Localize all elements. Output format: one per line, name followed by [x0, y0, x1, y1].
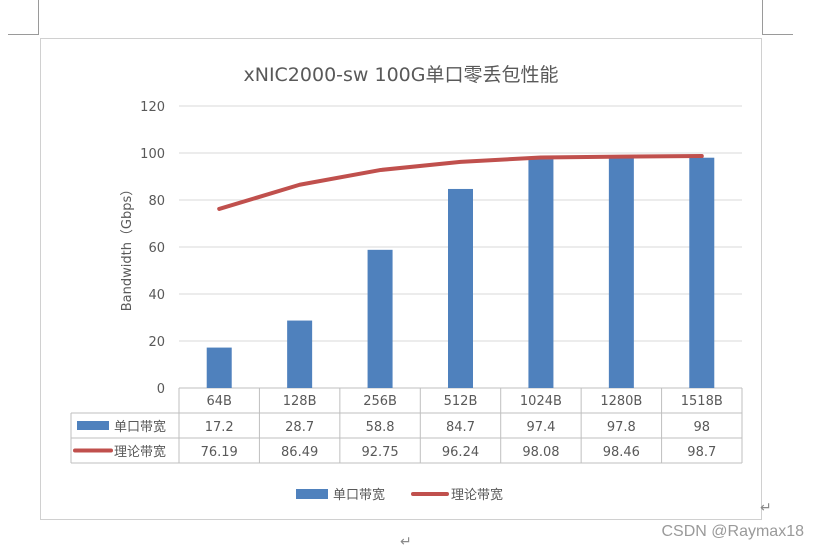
x-tick-label: 1518B — [681, 394, 723, 409]
table-value: 58.8 — [366, 420, 395, 435]
x-tick-label: 1280B — [600, 394, 642, 409]
y-axis-label: Bandwidth（Gbps） — [120, 183, 135, 312]
bar — [689, 157, 715, 388]
table-value: 76.19 — [201, 445, 238, 460]
y-tick-label: 120 — [140, 100, 165, 115]
chart-svg: xNIC2000-sw 100G单口零丢包性能 Bandwidth（Gbps） 0 2… — [70, 64, 743, 503]
legend-label: 理论带宽 — [451, 487, 503, 503]
x-tick-label: 64B — [206, 394, 231, 409]
table-value: 17.2 — [205, 420, 234, 435]
crop-mark-top-left — [8, 0, 39, 35]
table-value: 28.7 — [285, 420, 314, 435]
table-value: 98.46 — [603, 445, 640, 460]
bar — [287, 320, 313, 388]
x-tick-label: 512B — [444, 394, 478, 409]
legend-label: 单口带宽 — [333, 487, 385, 503]
bar — [448, 188, 473, 388]
watermark: CSDN @Raymax18 — [661, 523, 805, 540]
table-value: 86.49 — [281, 445, 318, 460]
table-series-label: 理论带宽 — [114, 444, 166, 460]
table-value: 98.7 — [687, 445, 716, 460]
bar — [367, 249, 393, 388]
chart-area: xNIC2000-sw 100G单口零丢包性能 Bandwidth（Gbps） 0 2… — [40, 38, 762, 520]
x-tick-label: 128B — [283, 394, 317, 409]
bar — [206, 347, 232, 388]
y-tick-label: 0 — [157, 382, 165, 397]
y-tick-label: 80 — [148, 194, 165, 209]
y-tick-label: 40 — [148, 288, 165, 303]
y-tick-label: 60 — [148, 241, 165, 256]
table-value: 96.24 — [442, 445, 479, 460]
paragraph-mark-bottom: ↵ — [400, 534, 412, 550]
table-value: 98.08 — [522, 445, 559, 460]
line-series — [217, 154, 704, 211]
y-tick-label: 20 — [148, 335, 165, 350]
paragraph-mark-right: ↵ — [760, 500, 772, 516]
legend-key-bar — [296, 489, 328, 499]
table-series-label: 单口带宽 — [114, 419, 166, 435]
table-value: 98 — [694, 420, 711, 435]
chart-title: xNIC2000-sw 100G单口零丢包性能 — [243, 64, 558, 86]
x-tick-label: 1024B — [520, 394, 562, 409]
crop-mark-top-right — [762, 0, 793, 35]
table-value: 97.8 — [607, 420, 636, 435]
bar — [608, 158, 634, 388]
table-value: 84.7 — [446, 420, 475, 435]
y-tick-label: 100 — [140, 147, 165, 162]
table-value: 97.4 — [526, 420, 555, 435]
bar — [528, 159, 554, 388]
x-tick-label: 256B — [363, 394, 397, 409]
table-legend-key-bar — [77, 421, 109, 430]
table-value: 92.75 — [361, 445, 398, 460]
